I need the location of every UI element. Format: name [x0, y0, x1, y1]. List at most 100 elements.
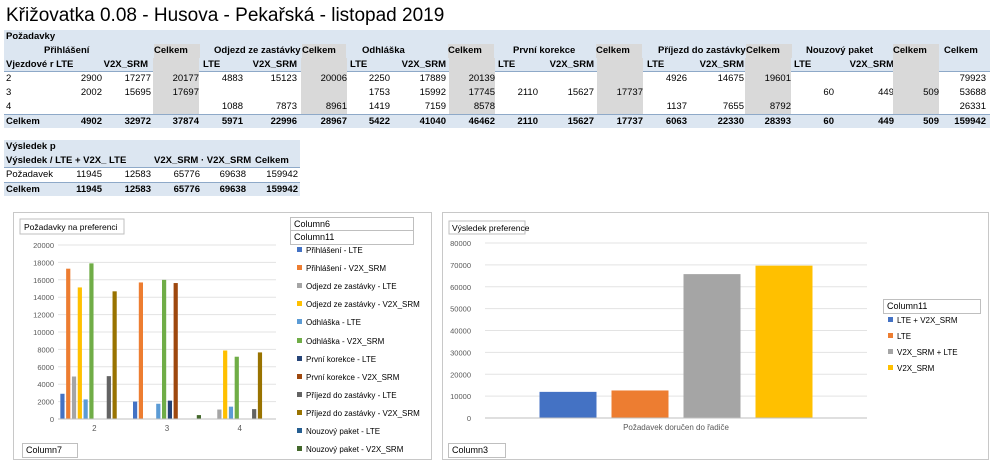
legend-swatch	[297, 265, 302, 271]
legend-item[interactable]: Odhláška - V2X_SRM	[297, 336, 384, 347]
bar[interactable]	[89, 263, 94, 419]
bar[interactable]	[217, 409, 222, 419]
pivot-cell: 1137	[666, 101, 687, 112]
total-cell: 65776	[173, 184, 200, 195]
pivot-subheader: Vjezdové r LTE	[6, 59, 74, 70]
column11-legend-field-button[interactable]: Column11	[883, 299, 981, 314]
column7-field-button[interactable]: Column7	[22, 443, 78, 458]
pivot-cell	[203, 86, 243, 100]
legend-item[interactable]: Odjezd ze zastávky - LTE	[297, 281, 397, 292]
pivot-row: 2 2900 17277 20177 4883 15123 20006 2250 17889 20…	[4, 72, 990, 86]
pivot2-cell: 12583	[124, 169, 151, 180]
legend-item[interactable]: První korekce - V2X_SRM	[297, 372, 399, 383]
pivot-cell	[597, 100, 643, 114]
row-label: 4	[6, 101, 12, 112]
bar[interactable]	[71, 376, 77, 419]
pivot-subheader: V2X_SRM	[252, 59, 297, 70]
bar[interactable]	[162, 279, 167, 419]
total-label: Celkem	[6, 116, 40, 127]
legend-item[interactable]: Přihlášení - V2X_SRM	[297, 263, 386, 274]
legend-item[interactable]: LTE + V2X_SRM	[888, 315, 958, 326]
bar[interactable]	[133, 401, 138, 419]
pivot-cell: 15992	[419, 87, 446, 98]
bar[interactable]	[66, 268, 71, 419]
bar[interactable]	[257, 352, 263, 419]
x-tick-label: 4	[237, 424, 242, 433]
bar[interactable]	[83, 399, 88, 419]
bar[interactable]	[60, 393, 65, 419]
pivot-cell: 15627	[567, 87, 594, 98]
sheet-title: Křižovatka 0.08 - Husova - Pekařská - li…	[6, 5, 445, 26]
y-tick-label: 10000	[33, 328, 54, 337]
legend-item[interactable]: První korekce - LTE	[297, 354, 376, 365]
bar[interactable]	[228, 406, 234, 419]
legend-item[interactable]: V2X_SRM	[888, 363, 934, 374]
legend-item[interactable]: LTE	[888, 331, 911, 342]
legend-label: Příjezd do zastávky - V2X_SRM	[306, 408, 420, 418]
pivot-cell: 17889	[419, 73, 446, 84]
bar[interactable]	[196, 415, 201, 419]
pivot-subheader-blank	[449, 58, 495, 72]
y-tick-label: 20000	[450, 370, 471, 379]
legend-item[interactable]: Nouzový paket - LTE	[297, 426, 380, 437]
legend-item[interactable]: Nouzový paket - V2X_SRM	[297, 444, 403, 455]
pivot-group-header: Celkem	[944, 45, 978, 56]
legend-swatch	[888, 333, 893, 338]
bar[interactable]	[106, 376, 111, 419]
pivot-group-header-row: Přihlášení Celkem Odjezd ze zastávky Celkem…	[4, 44, 990, 58]
legend-swatch	[297, 428, 302, 433]
pivot-cell	[597, 72, 643, 86]
legend-item[interactable]: Přihlášení - LTE	[297, 245, 363, 256]
pivot-group-header: Celkem	[154, 44, 200, 58]
bar[interactable]	[683, 274, 741, 418]
legend-swatch	[297, 355, 302, 361]
bar[interactable]	[755, 265, 813, 418]
legend-item[interactable]: Odjezd ze zastávky - V2X_SRM	[297, 299, 420, 310]
pivot-cell	[301, 86, 347, 100]
pivot2-caption: Výsledek p	[6, 141, 56, 152]
chart1-title-box	[19, 218, 125, 235]
bar[interactable]	[156, 403, 161, 419]
pivot-cell: 7159	[424, 101, 446, 112]
legend-item[interactable]: V2X_SRM + LTE	[888, 347, 958, 358]
pivot-cell: 1088	[221, 101, 243, 112]
legend-swatch	[297, 337, 302, 343]
pivot-cell: 4926	[665, 73, 687, 84]
legend-label: Příjezd do zastávky - LTE	[306, 390, 397, 400]
bar[interactable]	[167, 400, 172, 419]
y-tick-label: 30000	[450, 348, 471, 357]
x-tick-label: Požadavek doručen do řadiče	[623, 423, 729, 432]
y-tick-label: 8000	[37, 345, 54, 354]
pivot-caption: Požadavky	[6, 31, 56, 42]
legend-item[interactable]: Příjezd do zastávky - LTE	[297, 390, 397, 401]
chart-result-panel[interactable]: Výsledek preference 0 10000 20000 30000 4000…	[442, 212, 989, 460]
pivot-cell	[844, 100, 894, 114]
pivot-group-header: Přihlášení	[44, 45, 90, 56]
column3-field-button[interactable]: Column3	[448, 443, 506, 458]
pivot-cell: 509	[893, 86, 939, 100]
legend-item[interactable]: Odhláška - LTE	[297, 317, 361, 328]
bar[interactable]	[611, 390, 669, 418]
pivot-subheader: LTE	[647, 59, 665, 70]
pivot2-row: Požadavek 11945 12583 65776 69638 159942	[4, 168, 300, 182]
total-cell: 11945	[76, 184, 102, 195]
column11-field-button[interactable]: Column11	[290, 230, 414, 245]
total-cell: 37874	[172, 116, 199, 127]
bar[interactable]	[112, 291, 117, 419]
y-tick-label: 10000	[450, 392, 471, 401]
bar[interactable]	[138, 282, 143, 419]
pivot-group-header: Odjezd ze zastávky	[214, 45, 301, 56]
pivot-cell: 2110	[517, 87, 538, 98]
legend-label: Odjezd ze zastávky - V2X_SRM	[306, 300, 420, 310]
bar[interactable]	[173, 283, 178, 419]
bar[interactable]	[77, 287, 82, 419]
bar[interactable]	[539, 391, 597, 418]
bar[interactable]	[252, 409, 257, 419]
pivot-cell	[107, 100, 151, 114]
pivot-cell	[62, 100, 102, 114]
chart-requests-panel[interactable]: Požadavky na preferenci 0 2000 4000 6000 800…	[13, 212, 432, 460]
total-cell: 28393	[764, 116, 791, 127]
bar[interactable]	[234, 356, 239, 419]
bar[interactable]	[223, 350, 228, 419]
legend-item[interactable]: Příjezd do zastávky - V2X_SRM	[297, 408, 420, 419]
